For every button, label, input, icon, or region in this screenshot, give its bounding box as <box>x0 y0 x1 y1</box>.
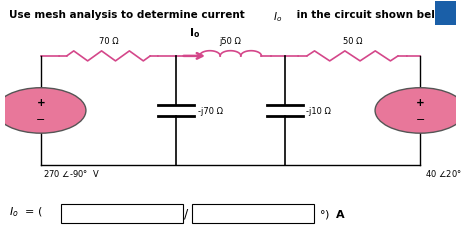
Text: 270 $\angle$-90°  V: 270 $\angle$-90° V <box>43 167 100 179</box>
Text: j50 Ω: j50 Ω <box>219 36 242 45</box>
Text: +: + <box>416 97 425 107</box>
FancyBboxPatch shape <box>435 2 456 26</box>
Text: −: − <box>415 115 425 125</box>
Text: $\mathbf{I_o}$: $\mathbf{I_o}$ <box>189 26 200 40</box>
Text: -j10 Ω: -j10 Ω <box>307 106 331 116</box>
Text: Use mesh analysis to determine current: Use mesh analysis to determine current <box>9 10 248 20</box>
Text: /: / <box>184 207 189 220</box>
Text: $I_o$  = (: $I_o$ = ( <box>9 205 43 219</box>
Text: $I_o$: $I_o$ <box>273 10 283 24</box>
Text: -j70 Ω: -j70 Ω <box>198 106 223 116</box>
Circle shape <box>0 88 86 134</box>
Text: 40 $\angle$20°  V: 40 $\angle$20° V <box>425 167 461 179</box>
Text: 50 Ω: 50 Ω <box>343 36 362 45</box>
Text: in the circuit shown below.: in the circuit shown below. <box>293 10 455 20</box>
Circle shape <box>375 88 461 134</box>
FancyBboxPatch shape <box>192 204 314 223</box>
Text: °)  $\mathbf{A}$: °) $\mathbf{A}$ <box>319 207 346 220</box>
Text: 70 Ω: 70 Ω <box>99 36 118 45</box>
FancyBboxPatch shape <box>61 204 183 223</box>
Text: −: − <box>36 115 46 125</box>
Text: +: + <box>36 97 45 107</box>
